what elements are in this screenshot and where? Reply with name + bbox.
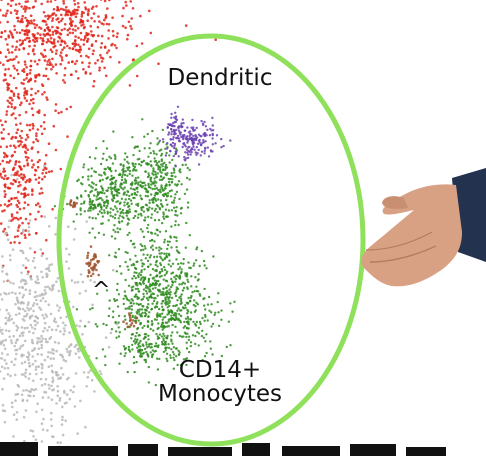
presenter-hand (361, 168, 486, 287)
dendritic-label: Dendritic (167, 65, 273, 91)
red-cluster-points (0, 0, 217, 283)
caret-glyph: ^ (92, 278, 111, 303)
cd14-label-line1: CD14+ (178, 357, 262, 383)
gray-cluster-points (0, 164, 119, 456)
cropped-caption-strokes (0, 442, 446, 456)
thumb (382, 196, 408, 209)
cd14-label-line2: Monocytes (158, 381, 282, 408)
finger-line-2 (365, 231, 433, 251)
purple-cluster-points (158, 105, 232, 168)
palm (361, 184, 462, 287)
highlight-ellipse (56, 33, 366, 447)
green-cluster-points (53, 118, 236, 387)
brown-cluster-points (68, 199, 139, 329)
cd14-monocytes-label: CD14+ Monocytes (150, 358, 290, 406)
finger-line (369, 245, 437, 263)
